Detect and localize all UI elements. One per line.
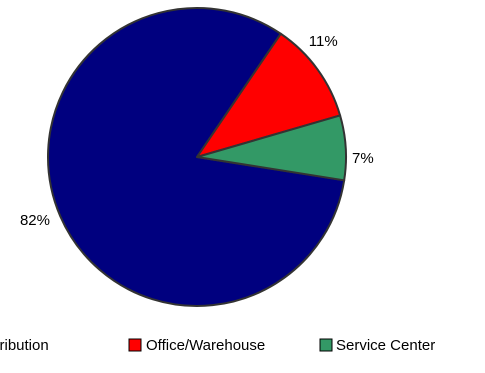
pie-slice-service-center [196, 114, 347, 182]
slice-label: 7% [352, 150, 374, 167]
legend-swatch-office-warehouse [128, 338, 142, 352]
legend-label-service-center: Service Center [336, 337, 435, 354]
slice-label: 82% [20, 212, 50, 229]
legend: k Distribution Office/Warehouse Service Ce… [0, 337, 435, 354]
pie-slice-office-warehouse [196, 32, 342, 158]
legend-label-k-distribution: k Distribution [0, 337, 49, 354]
slice-labels: 82% 11% 7% [20, 33, 374, 229]
legend-label-office-warehouse: Office/Warehouse [146, 337, 265, 354]
slice-label: 11% [309, 33, 338, 50]
legend-swatch-service-center [319, 338, 333, 352]
pie-slices [47, 7, 347, 307]
